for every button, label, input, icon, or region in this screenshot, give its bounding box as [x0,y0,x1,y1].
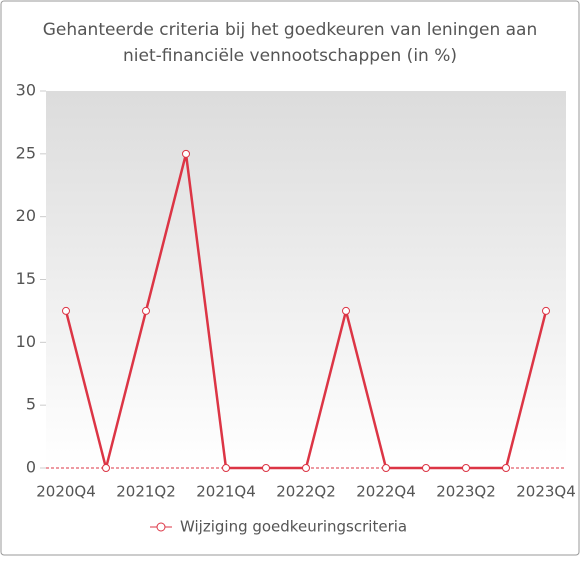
data-point [142,306,150,315]
data-point [102,464,110,472]
y-tick-label: 30 [16,81,36,100]
y-tick-label: 15 [16,269,36,288]
y-tick-label: 5 [26,395,36,414]
data-point [422,464,430,472]
chart-title: Gehanteerde criteria bij het goedkeuren … [43,20,538,40]
data-point [542,306,550,315]
x-tick-label: 2021Q4 [196,483,256,501]
x-tick-label: 2022Q2 [276,483,336,501]
legend-label: Wijziging goedkeuringscriteria [180,518,407,536]
data-point [342,306,350,315]
data-point [502,464,510,472]
x-tick-label: 2023Q4 [516,483,576,501]
legend-marker [156,522,166,532]
y-tick-label: 0 [26,458,36,477]
data-point [462,464,470,472]
data-point [62,306,70,315]
data-point [302,464,310,472]
y-tick-label: 25 [16,143,36,162]
data-point [382,464,390,472]
x-tick-label: 2022Q4 [356,483,416,501]
data-point [262,464,270,472]
data-point [182,149,190,158]
data-point [222,464,230,472]
x-tick-label: 2020Q4 [36,483,96,501]
plot-area [46,91,566,468]
x-tick-label: 2021Q2 [116,483,176,501]
chart-title: niet-financiële vennootschappen (in %) [123,46,457,66]
y-tick-label: 20 [16,206,36,225]
y-tick-label: 10 [16,332,36,351]
x-tick-label: 2023Q2 [436,483,496,501]
